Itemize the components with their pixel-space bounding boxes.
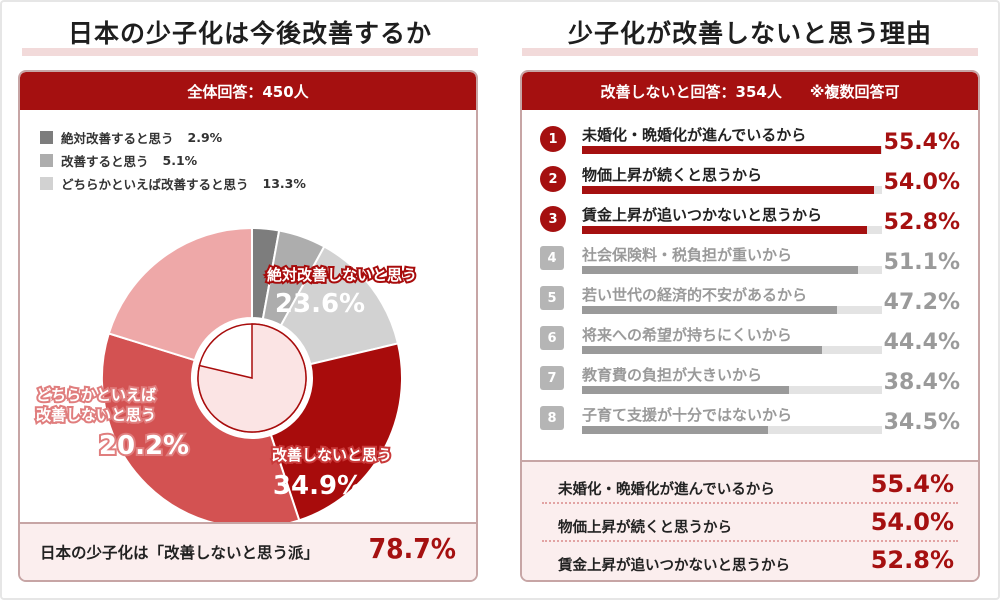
slice-value-strongly-not: 23.6%: [275, 289, 365, 319]
rank-badge: 5: [540, 286, 564, 310]
rank-badge: 1: [540, 126, 566, 152]
bar-fill: [582, 226, 868, 234]
reason-row: 1 未婚化・晩婚化が進んでいるから 55.4%: [540, 122, 960, 158]
bar-fill: [582, 146, 882, 154]
rank-badge: 6: [540, 326, 564, 350]
slice-label-rather-not-2: 改善しないと思う: [36, 406, 156, 424]
legend-item: 改善すると思う 5.1%: [40, 149, 306, 172]
legend-item: どちらかといえば改善すると思う 13.3%: [40, 172, 306, 195]
reason-row: 7 教育費の負担が大きいから 38.4%: [540, 362, 960, 398]
legend-label: どちらかといえば改善すると思う: [61, 177, 249, 192]
rank-badge: 8: [540, 406, 564, 430]
bar-track: [582, 186, 882, 194]
bar-track: [582, 346, 882, 354]
inner-pie-wedge: [197, 323, 307, 433]
reason-row: 5 若い世代の経済的不安があるから 47.2%: [540, 282, 960, 318]
bar-track: [582, 226, 882, 234]
total-not-improve-label: 日本の少子化は「改善しないと思う派」: [40, 544, 320, 562]
legend-label: 改善すると思う: [61, 154, 149, 169]
legend-swatch: [40, 177, 53, 190]
respondent-count: 全体回答：450人: [187, 82, 309, 101]
reason-label: 未婚化・晩婚化が進んでいるから: [582, 126, 807, 144]
reason-pct: 44.4%: [883, 330, 960, 355]
rank-badge: 2: [540, 166, 566, 192]
respondent-count: 改善しないと回答：354人: [600, 82, 782, 101]
reason-pct: 47.2%: [883, 290, 960, 315]
bar-track: [582, 266, 882, 274]
reason-pct: 34.5%: [883, 410, 960, 435]
summary-label: 未婚化・晩婚化が進んでいるから: [558, 482, 775, 498]
bar-fill: [582, 186, 874, 194]
slice-label-strongly-not: 絶対改善しないと思う: [267, 266, 417, 284]
bar-fill: [582, 266, 858, 274]
legend-swatch: [40, 154, 53, 167]
slice-value-rather-not: 20.2%: [99, 431, 189, 461]
pie-chart: 絶対改善しないと思う 23.6% 改善しないと思う 34.9% どちらかといえば…: [34, 226, 419, 529]
reason-row: 2 物価上昇が続くと思うから 54.0%: [540, 162, 960, 198]
bar-track: [582, 426, 882, 434]
slice-label-not: 改善しないと思う: [272, 446, 392, 464]
bar-track: [582, 306, 882, 314]
right-panel-header: 改善しないと回答：354人 ※複数回答可: [522, 72, 978, 110]
legend-item: 絶対改善すると思う 2.9%: [40, 126, 306, 149]
reason-label: 賃金上昇が追いつかないと思うから: [582, 206, 823, 224]
legend-label: 絶対改善すると思う: [61, 131, 174, 146]
bar-fill: [582, 346, 822, 354]
summary-pct: 52.8%: [870, 546, 954, 574]
reason-label: 若い世代の経済的不安があるから: [582, 286, 808, 304]
reason-pct: 52.8%: [883, 210, 960, 235]
bar-track: [582, 386, 882, 394]
rank-badge: 4: [540, 246, 564, 270]
reason-label: 将来への希望が持ちにくいから: [582, 326, 792, 344]
legend-swatch: [40, 131, 53, 144]
multiple-answer-note: ※複数回答可: [809, 82, 900, 101]
pie-slice: [269, 342, 403, 522]
rank-badge: 7: [540, 366, 564, 390]
summary-pct: 55.4%: [870, 470, 954, 498]
summary-label: 物価上昇が続くと思うから: [558, 520, 732, 536]
legend-pct: 5.1%: [162, 153, 198, 168]
bar-fill: [582, 306, 837, 314]
total-not-improve-pct: 78.7%: [368, 532, 456, 565]
summary-pct: 54.0%: [870, 508, 954, 536]
right-title: 少子化が改善しないと思う理由: [522, 14, 978, 56]
slice-value-not: 34.9%: [273, 471, 363, 501]
reason-label: 物価上昇が続くと思うから: [582, 166, 763, 184]
reason-pct: 38.4%: [883, 370, 960, 395]
top3-summary: 未婚化・晩婚化が進んでいるから 55.4% 物価上昇が続くと思うから 54.0%…: [522, 460, 978, 580]
reason-row: 3 賃金上昇が追いつかないと思うから 52.8%: [540, 202, 960, 238]
reason-pct: 54.0%: [883, 170, 960, 195]
summary-row: 物価上昇が続くと思うから 54.0%: [542, 506, 958, 542]
reason-row: 4 社会保険料・税負担が重いから 51.1%: [540, 242, 960, 278]
bar-fill: [582, 386, 790, 394]
reason-pct: 55.4%: [883, 130, 960, 155]
bar-track: [582, 146, 882, 154]
legend-pct: 13.3%: [262, 176, 306, 191]
reason-label: 子育て支援が十分ではないから: [582, 406, 793, 424]
slice-label-rather-not-1: どちらかといえば: [36, 386, 156, 404]
left-title: 日本の少子化は今後改善するか: [22, 14, 478, 56]
reason-label: 社会保険料・税負担が重いから: [582, 246, 793, 264]
reason-row: 6 将来への希望が持ちにくいから 44.4%: [540, 322, 960, 358]
rank-badge: 3: [540, 206, 566, 232]
left-panel: 全体回答：450人 絶対改善しないと思う 23.6% 改善しないと思う 34.9…: [18, 70, 478, 582]
left-panel-header: 全体回答：450人: [20, 72, 476, 110]
summary-row: 未婚化・晩婚化が進んでいるから 55.4%: [542, 468, 958, 504]
right-panel: 改善しないと回答：354人 ※複数回答可 1 未婚化・晩婚化が進んでいるから 55.…: [520, 70, 980, 582]
reason-row: 8 子育て支援が十分ではないから 34.5%: [540, 402, 960, 438]
reason-label: 教育費の負担が大きいから: [582, 366, 763, 384]
summary-row: 賃金上昇が追いつかないと思うから 52.8%: [542, 544, 958, 580]
total-not-improve-box: 日本の少子化は「改善しないと思う派」 78.7%: [20, 522, 476, 580]
summary-label: 賃金上昇が追いつかないと思うから: [558, 558, 790, 574]
pie-legend: 絶対改善すると思う 2.9% 改善すると思う 5.1% どちらかといえば改善する…: [40, 126, 306, 195]
legend-pct: 2.9%: [187, 130, 223, 145]
bar-fill: [582, 426, 769, 434]
reason-pct: 51.1%: [883, 250, 960, 275]
